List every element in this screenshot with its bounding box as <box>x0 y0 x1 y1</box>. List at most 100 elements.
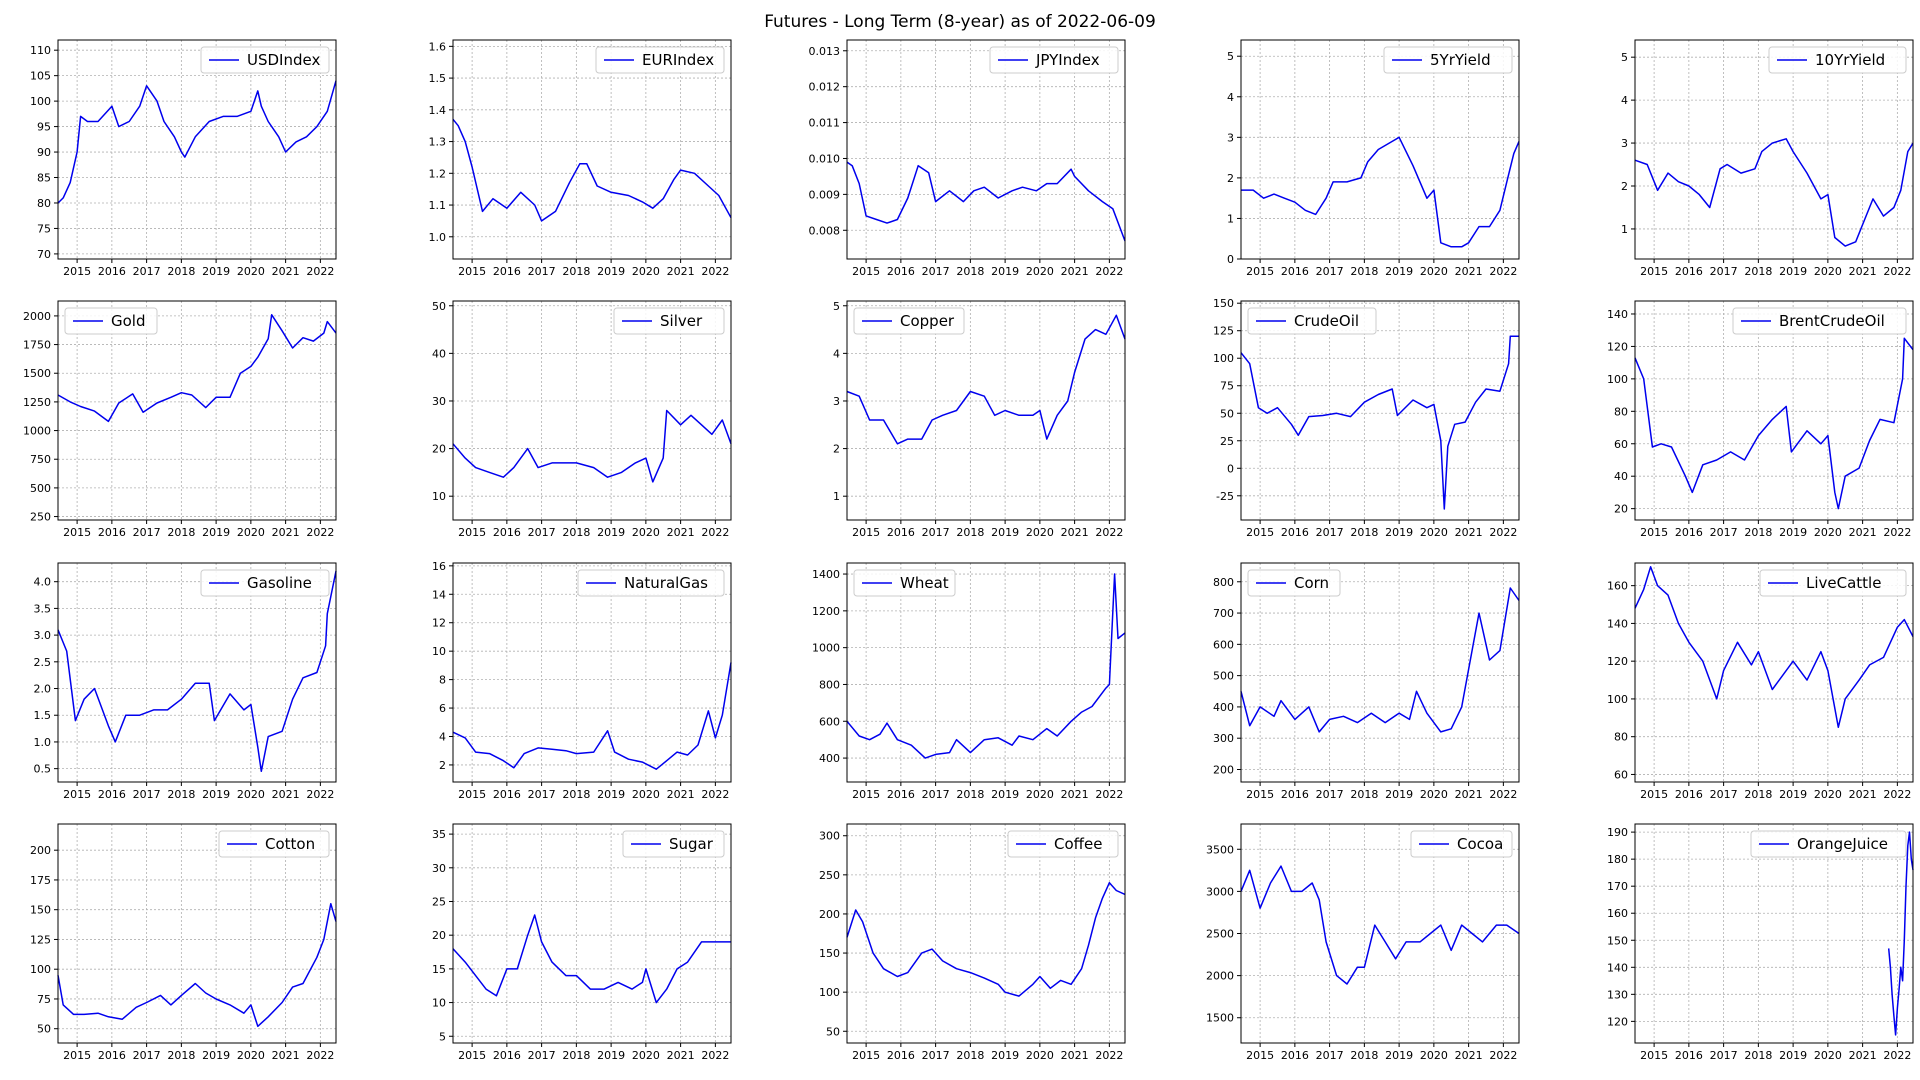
y-tick-label: 4 <box>439 730 446 743</box>
legend: Sugar <box>622 830 725 858</box>
y-tick-label: 120 <box>1607 655 1628 668</box>
x-tick-label: 2020 <box>632 788 660 801</box>
panel-5yryield: 2015 2016 2017 2018 2019 2020 2021 2022 0 1 2 3 4 5 5Y… <box>1227 39 1520 278</box>
x-tick-label: 2020 <box>1420 526 1448 539</box>
x-tick-label: 2018 <box>1744 526 1772 539</box>
x-tick-label: 2019 <box>597 526 625 539</box>
x-tick-label: 2018 <box>167 788 195 801</box>
y-tick-label: 150 <box>30 904 51 917</box>
plot-frame <box>452 823 732 1044</box>
x-tick-label: 2015 <box>458 788 486 801</box>
y-tick-label: 25 <box>1220 435 1234 448</box>
y-tick-label: 140 <box>1607 961 1628 974</box>
x-tick-label: 2016 <box>493 265 521 278</box>
panel-cotton: 2015 2016 2017 2018 2019 2020 2021 2022 50 75 100 1… <box>30 823 337 1062</box>
y-tick-label: 5 <box>439 1030 446 1043</box>
y-tick-label: 1.5 <box>429 72 447 85</box>
y-tick-label: 80 <box>1614 731 1628 744</box>
x-tick-label: 2020 <box>1420 1049 1448 1062</box>
y-tick-label: 1.0 <box>429 231 447 244</box>
y-tick-label: 100 <box>1607 693 1628 706</box>
panel-cocoa: 2015 2016 2017 2018 2019 2020 2021 2022 1500 2000… <box>1206 823 1520 1062</box>
y-tick-label: 70 <box>37 248 51 261</box>
x-tick-label: 2021 <box>667 526 695 539</box>
x-tick-label: 2021 <box>667 788 695 801</box>
plot-frame <box>1240 300 1520 521</box>
y-tick-label: 100 <box>819 986 840 999</box>
x-tick-label: 2018 <box>167 265 195 278</box>
x-tick-label: 2019 <box>1385 526 1413 539</box>
panel-silver: 2015 2016 2017 2018 2019 2020 2021 2022 10 20 30 40… <box>432 300 732 539</box>
y-tick-label: 16 <box>432 560 446 573</box>
panel-corn: 2015 2016 2017 2018 2019 2020 2021 2022 200 300 40… <box>1213 562 1520 801</box>
series-line-wheat <box>846 573 1126 759</box>
x-tick-label: 2022 <box>306 265 334 278</box>
y-tick-label: 1200 <box>812 605 840 618</box>
x-tick-label: 2021 <box>1849 788 1877 801</box>
x-tick-label: 2020 <box>632 1049 660 1062</box>
y-tick-label: 170 <box>1607 880 1628 893</box>
y-tick-label: 120 <box>1607 1015 1628 1028</box>
x-tick-label: 2018 <box>1350 1049 1378 1062</box>
legend-box <box>1247 307 1377 335</box>
x-tick-label: 2021 <box>1455 1049 1483 1062</box>
legend: OrangeJuice <box>1750 830 1907 858</box>
y-tick-label: 5 <box>1621 51 1628 64</box>
x-tick-label: 2019 <box>991 788 1019 801</box>
x-tick-label: 2019 <box>597 265 625 278</box>
x-tick-label: 2017 <box>922 265 950 278</box>
y-tick-label: 75 <box>37 222 51 235</box>
x-tick-label: 2018 <box>562 788 590 801</box>
x-tick-label: 2020 <box>237 265 265 278</box>
x-tick-label: 2022 <box>1489 1049 1517 1062</box>
x-tick-label: 2017 <box>133 526 161 539</box>
panel-naturalgas: 2015 2016 2017 2018 2019 2020 2021 2022 2 4 6 8 10 12… <box>432 560 732 801</box>
x-tick-label: 2022 <box>701 526 729 539</box>
plot-frame <box>57 562 337 783</box>
x-tick-label: 2017 <box>922 788 950 801</box>
x-tick-label: 2020 <box>237 788 265 801</box>
x-tick-label: 2017 <box>1316 1049 1344 1062</box>
y-tick-label: 105 <box>30 70 51 83</box>
legend-label: Coffee <box>1054 835 1102 853</box>
legend: BrentCrudeOil <box>1732 307 1907 335</box>
y-tick-label: 300 <box>819 830 840 843</box>
x-tick-label: 2017 <box>133 1049 161 1062</box>
y-tick-label: 20 <box>432 929 446 942</box>
y-tick-label: 5 <box>833 300 840 313</box>
x-tick-label: 2019 <box>1779 1049 1807 1062</box>
x-tick-label: 2019 <box>991 1049 1019 1062</box>
y-tick-label: 150 <box>1607 934 1628 947</box>
x-tick-label: 2017 <box>528 1049 556 1062</box>
legend-label: JPYIndex <box>1035 51 1100 69</box>
legend-box <box>853 569 956 597</box>
series-line-orangejuice <box>1887 831 1914 1036</box>
series-line-10yryield <box>1634 138 1914 247</box>
y-tick-label: 130 <box>1607 988 1628 1001</box>
legend-box <box>1732 307 1907 335</box>
y-tick-label: 175 <box>30 874 51 887</box>
y-tick-label: 200 <box>1213 763 1234 776</box>
x-tick-label: 2019 <box>202 265 230 278</box>
x-tick-label: 2021 <box>1455 526 1483 539</box>
panel-brentcrudeoil: 2015 2016 2017 2018 2019 2020 2021 2022 20 40 60 80… <box>1607 300 1914 539</box>
y-tick-label: 3 <box>833 395 840 408</box>
legend-box <box>1750 830 1907 858</box>
y-tick-label: 30 <box>432 862 446 875</box>
y-tick-label: 400 <box>819 752 840 765</box>
x-tick-label: 2022 <box>1095 265 1123 278</box>
y-tick-label: 120 <box>1607 340 1628 353</box>
y-tick-label: 6 <box>439 702 446 715</box>
y-tick-label: 110 <box>30 44 51 57</box>
x-tick-label: 2019 <box>1779 788 1807 801</box>
y-tick-label: 100 <box>30 963 51 976</box>
y-tick-label: 0.008 <box>809 224 841 237</box>
y-tick-label: 10 <box>432 645 446 658</box>
y-tick-label: 1.5 <box>34 709 52 722</box>
x-tick-label: 2018 <box>956 1049 984 1062</box>
x-tick-label: 2015 <box>458 526 486 539</box>
y-tick-label: 1.3 <box>429 136 447 149</box>
y-tick-label: 80 <box>1614 405 1628 418</box>
x-tick-label: 2015 <box>1640 526 1668 539</box>
